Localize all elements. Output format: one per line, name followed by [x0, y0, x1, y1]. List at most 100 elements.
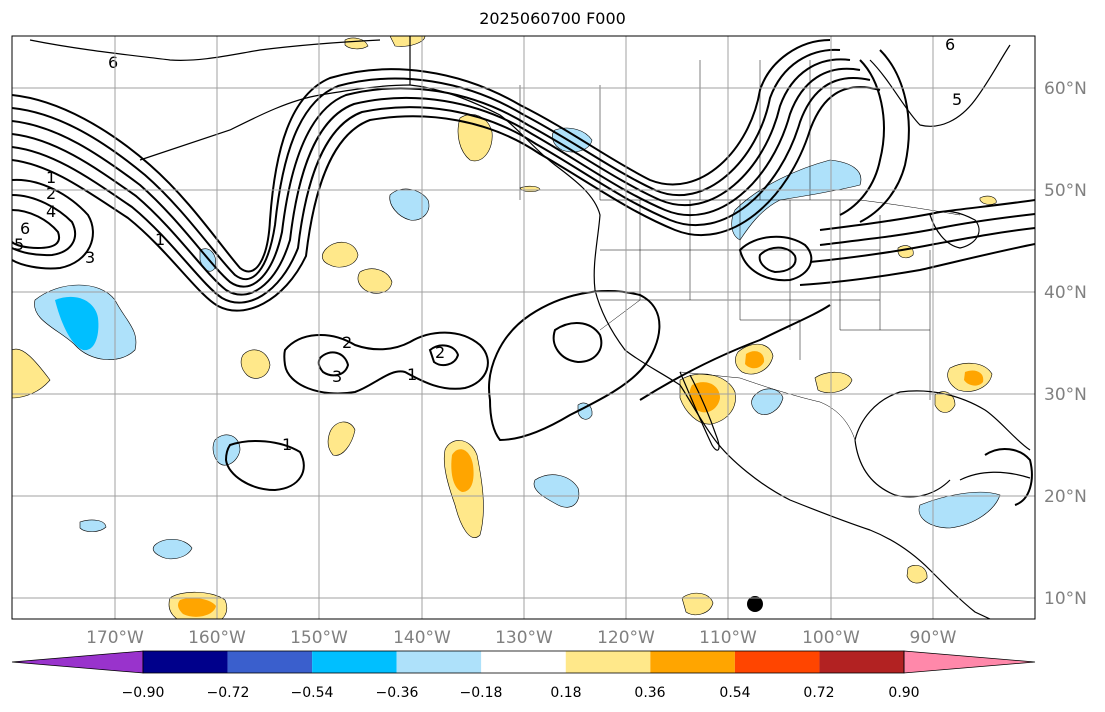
contour-label: 1 [282, 435, 292, 454]
contour-label: 1 [46, 168, 56, 187]
baja-california-coast [679, 371, 720, 451]
contour-east-jet-3 [809, 227, 1035, 263]
contour-west-coast-low [552, 322, 603, 364]
graticule [12, 36, 1035, 619]
contour-jet-4 [12, 67, 861, 296]
contour-jet-6 [12, 86, 881, 312]
contour-jet-1 [12, 39, 831, 273]
contour-plains-low [738, 235, 813, 282]
colorbar-segment [819, 651, 904, 673]
gulf-of-mexico-coast [854, 390, 1031, 498]
positive-anomaly-area [357, 268, 393, 294]
positive-anomaly-area [979, 195, 997, 205]
colorbar-tick-label: 0.36 [634, 685, 665, 701]
colorbar-segment [565, 651, 651, 673]
lon-label: 120°W [597, 628, 655, 648]
shaded-field [12, 36, 1001, 619]
negative-anomaly-area [152, 539, 193, 560]
lon-label: 160°W [188, 628, 246, 648]
negative-anomaly-area [751, 388, 784, 415]
contour-east-jet-1 [819, 199, 1035, 231]
contour-northeast-2 [859, 49, 910, 223]
lon-label: 100°W [802, 628, 860, 648]
colorbar [11, 650, 1036, 674]
longitude-labels: 170°W 160°W 150°W 140°W 130°W 120°W 110°… [86, 628, 957, 648]
lon-label: 130°W [495, 628, 553, 648]
lat-label: 20°N [1044, 487, 1087, 507]
north-america-coast [409, 36, 991, 619]
colorbar-outline [142, 650, 905, 674]
contour-label: 2 [46, 184, 56, 203]
negative-anomaly-core [55, 296, 99, 351]
lon-label: 110°W [699, 628, 757, 648]
positive-anomaly-area [906, 565, 928, 584]
positive-anomaly-area [897, 245, 914, 259]
contour-label: 1 [407, 365, 417, 384]
negative-anomaly-area [79, 519, 107, 532]
colorbar-segment [650, 651, 735, 673]
negative-anomaly-area [389, 188, 430, 221]
us-mexico-border [679, 371, 856, 441]
colorbar-segment [227, 651, 313, 673]
contour-label: 3 [332, 367, 342, 386]
contour-label: 6 [108, 53, 118, 72]
colorbar-tick-label: 0.18 [550, 685, 581, 701]
colorbar-segment [734, 651, 820, 673]
caribbean-coast [959, 471, 1031, 481]
positive-anomaly-area [934, 391, 956, 413]
contour-pacific-low-2 [12, 194, 77, 257]
colorbar-segment [312, 651, 397, 673]
negative-anomaly-area [918, 491, 1001, 529]
state-lines [599, 200, 931, 400]
colorbar-tick-label: −0.36 [376, 685, 419, 701]
map-title: 2025060700 F000 [479, 9, 626, 28]
colorbar-labels: −0.90 −0.72 −0.54 −0.36 −0.18 0.18 0.36 … [122, 685, 920, 701]
contour-label: 5 [952, 90, 962, 109]
positive-anomaly-area [12, 348, 51, 399]
contour-southwest-trough [639, 304, 831, 401]
contour-label: 6 [20, 219, 30, 238]
colorbar-tick-label: −0.90 [122, 685, 165, 701]
positive-anomaly-area [681, 592, 714, 615]
lat-label: 50°N [1044, 181, 1087, 201]
colorbar-tick-label: 0.54 [719, 685, 750, 701]
contour-jet-5 [12, 77, 871, 304]
colorbar-tick-label: −0.72 [207, 685, 250, 701]
lat-label: 60°N [1044, 79, 1087, 99]
contour-label: 2 [435, 343, 445, 362]
lat-label: 10°N [1044, 589, 1087, 609]
political-borders [519, 60, 961, 441]
lat-label: 40°N [1044, 283, 1087, 303]
positive-anomaly-core [964, 370, 984, 386]
contour-label: 5 [14, 235, 24, 254]
negative-anomaly-area [533, 474, 580, 508]
hudson-bay-coast [869, 44, 1011, 127]
contour-labels: 1 2 4 6 5 1 3 2 3 1 2 1 6 6 5 [14, 36, 962, 454]
coastlines [29, 36, 1031, 619]
contour-northeast [839, 59, 885, 216]
positive-anomaly-core [451, 449, 474, 492]
contour-pacific-low [12, 178, 94, 270]
latitude-labels: 10°N 20°N 30°N 40°N 50°N 60°N [1044, 79, 1087, 609]
contour-east-pacific [224, 440, 305, 492]
contour-label: 4 [46, 202, 56, 221]
negative-anomaly-area [577, 402, 593, 420]
positive-anomaly-area [321, 242, 359, 268]
map-frame [11, 35, 1036, 620]
contour-subtropical-high [283, 331, 489, 395]
colorbar-tick-label: 0.72 [803, 685, 834, 701]
colorbar-extend-max [903, 650, 1036, 674]
positive-anomaly-core [745, 351, 765, 369]
black-dot-marker [747, 596, 763, 612]
positive-anomaly-area [240, 349, 271, 379]
contour-gulf [984, 448, 1033, 506]
lon-label: 150°W [290, 628, 348, 648]
colorbar-segment [143, 651, 228, 673]
contour-subtropical-high-inner-2 [428, 344, 460, 367]
us-canada-border [600, 199, 961, 216]
contour-label: 3 [85, 248, 95, 267]
arctic-coast [29, 39, 381, 61]
positive-anomaly-core [178, 598, 216, 617]
colorbar-tick-label: 0.90 [888, 685, 919, 701]
contour-jet-3 [12, 58, 851, 288]
